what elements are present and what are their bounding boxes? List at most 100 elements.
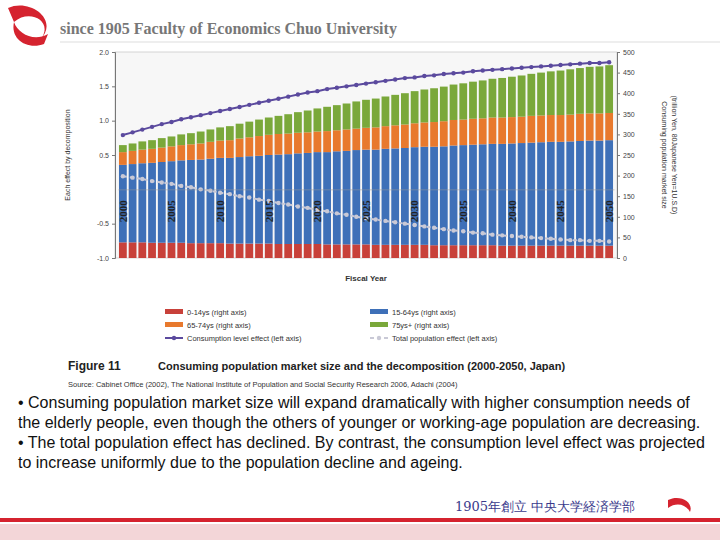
tick: 0 xyxy=(617,255,627,262)
tick-label: 300 xyxy=(623,131,635,138)
legend-label: Total population effect (left axis) xyxy=(392,334,498,343)
bar xyxy=(391,95,399,125)
tick-label: 2025 xyxy=(360,200,372,223)
bar xyxy=(391,245,399,258)
bar xyxy=(430,122,438,147)
bar xyxy=(430,245,438,258)
bar xyxy=(343,244,351,258)
bar xyxy=(479,144,487,245)
bar xyxy=(489,144,497,245)
bar xyxy=(411,123,419,147)
legend-swatch xyxy=(172,336,176,340)
tick-label: 2.0 xyxy=(99,49,109,56)
tick-mark xyxy=(112,121,115,122)
line-marker xyxy=(510,66,514,70)
bar xyxy=(566,141,574,245)
bar xyxy=(557,142,565,246)
bar xyxy=(119,145,127,152)
tick-label: 2045 xyxy=(554,200,566,223)
bar xyxy=(440,87,448,122)
plot-marks xyxy=(119,60,613,258)
bar xyxy=(313,152,321,244)
bar xyxy=(508,77,516,117)
tick-label: 200 xyxy=(623,172,635,179)
bar xyxy=(119,152,127,165)
line-marker xyxy=(393,77,397,81)
bar xyxy=(129,143,137,150)
line-marker xyxy=(276,96,280,100)
line-marker xyxy=(500,67,504,71)
line-marker xyxy=(519,66,523,70)
bar xyxy=(129,242,137,258)
line-marker xyxy=(130,130,134,134)
line-marker xyxy=(335,86,339,90)
bar xyxy=(138,141,146,149)
tick: 2050 xyxy=(603,189,615,222)
tick-label: 50 xyxy=(623,234,631,241)
bar xyxy=(596,246,604,258)
bar xyxy=(479,245,487,258)
bar xyxy=(362,150,370,245)
bar xyxy=(265,135,273,155)
tick-label: 2015 xyxy=(263,200,275,223)
tick-label: 100 xyxy=(623,214,635,221)
tick-mark xyxy=(617,237,620,238)
bar xyxy=(557,71,565,115)
bar xyxy=(372,99,380,128)
bar xyxy=(372,150,380,245)
line-marker xyxy=(276,201,280,205)
bar xyxy=(304,132,312,153)
line-marker xyxy=(383,79,387,83)
line-marker xyxy=(403,221,407,225)
bar xyxy=(450,85,458,120)
line-marker xyxy=(481,68,485,72)
tick-mark xyxy=(617,114,620,115)
y2-axis-title: (trillion Yen, 80Japanese Yen=1U.S.D) xyxy=(670,96,678,215)
line-marker xyxy=(121,133,125,137)
line-marker xyxy=(208,189,212,193)
bar xyxy=(469,82,477,119)
bar xyxy=(518,117,526,143)
bar xyxy=(284,114,292,133)
line-marker xyxy=(267,99,271,103)
plot-frame xyxy=(115,52,617,258)
bar xyxy=(138,242,146,258)
bar xyxy=(207,243,215,258)
line-marker xyxy=(169,182,173,186)
bar xyxy=(197,243,205,258)
bar xyxy=(440,146,448,245)
bar xyxy=(245,122,253,138)
tick: 2010 xyxy=(214,189,226,222)
bar xyxy=(537,73,545,116)
bar xyxy=(323,244,331,258)
tick: 400 xyxy=(617,90,635,97)
bar xyxy=(236,124,244,139)
line-marker xyxy=(140,127,144,131)
tick-label: 2040 xyxy=(506,200,518,223)
line-marker xyxy=(432,226,436,230)
line-marker xyxy=(422,74,426,78)
bar xyxy=(586,246,594,258)
bar xyxy=(362,128,370,150)
bar xyxy=(265,118,273,135)
line-marker xyxy=(257,101,261,105)
bar xyxy=(236,139,244,158)
bar xyxy=(537,115,545,142)
bar xyxy=(245,244,253,258)
logo xyxy=(13,22,48,46)
tick-label: 2000 xyxy=(117,200,129,223)
tick: 50 xyxy=(617,234,631,241)
line-marker xyxy=(344,213,348,217)
bar xyxy=(411,147,419,245)
y2-axis: 050100150200250300350400450500 xyxy=(617,49,635,262)
tick-mark xyxy=(112,52,115,53)
bar xyxy=(498,144,506,246)
bar xyxy=(537,246,545,258)
bar xyxy=(216,127,224,140)
bar xyxy=(382,126,390,149)
line-marker xyxy=(150,179,154,183)
x-axis-title: Fiscal Year xyxy=(345,274,387,283)
line-marker xyxy=(208,111,212,115)
tick: 2015 xyxy=(263,189,275,222)
bar xyxy=(401,93,409,124)
